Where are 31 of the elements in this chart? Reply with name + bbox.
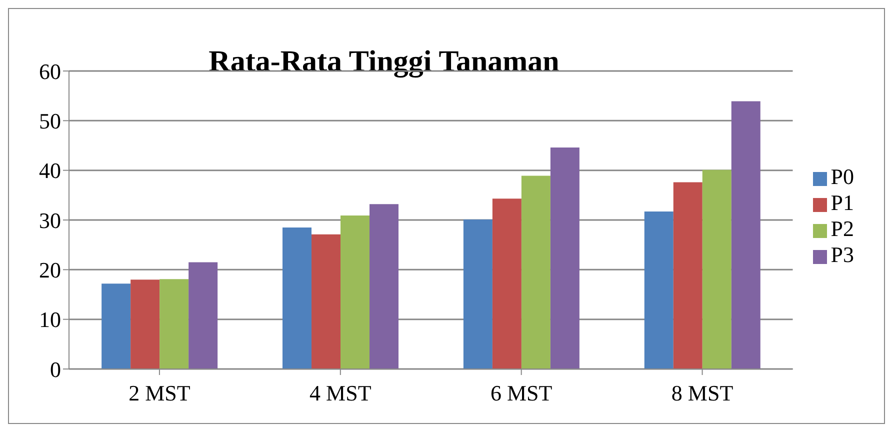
x-tick-label: 2 MST [128, 380, 191, 406]
legend-label: P1 [830, 190, 854, 215]
y-tick-label: 30 [39, 208, 61, 233]
bar [731, 101, 760, 369]
y-tick-label: 20 [39, 257, 61, 282]
bar [130, 280, 160, 369]
bar [673, 182, 702, 369]
x-tick-label: 8 MST [671, 380, 734, 406]
y-tick-label: 40 [39, 158, 61, 184]
x-tick-label: 4 MST [310, 380, 372, 406]
bar [102, 284, 131, 369]
legend-label: P2 [830, 216, 854, 241]
bar [550, 147, 580, 369]
bar [521, 176, 550, 369]
bar [702, 170, 732, 369]
bar [188, 262, 218, 369]
bar [160, 279, 189, 369]
y-tick-label: 0 [50, 356, 61, 382]
bar [340, 216, 370, 369]
legend-label: P3 [830, 242, 854, 267]
bar [312, 234, 341, 369]
y-tick-label: 50 [39, 108, 61, 134]
bar [463, 220, 492, 369]
bar [644, 212, 674, 369]
bar [282, 227, 312, 369]
y-tick-label: 60 [39, 58, 61, 84]
x-tick-label: 6 MST [490, 380, 553, 406]
y-tick-label: 10 [39, 307, 61, 332]
bar [370, 204, 399, 369]
legend-label: P0 [830, 164, 854, 189]
bar [492, 198, 522, 369]
